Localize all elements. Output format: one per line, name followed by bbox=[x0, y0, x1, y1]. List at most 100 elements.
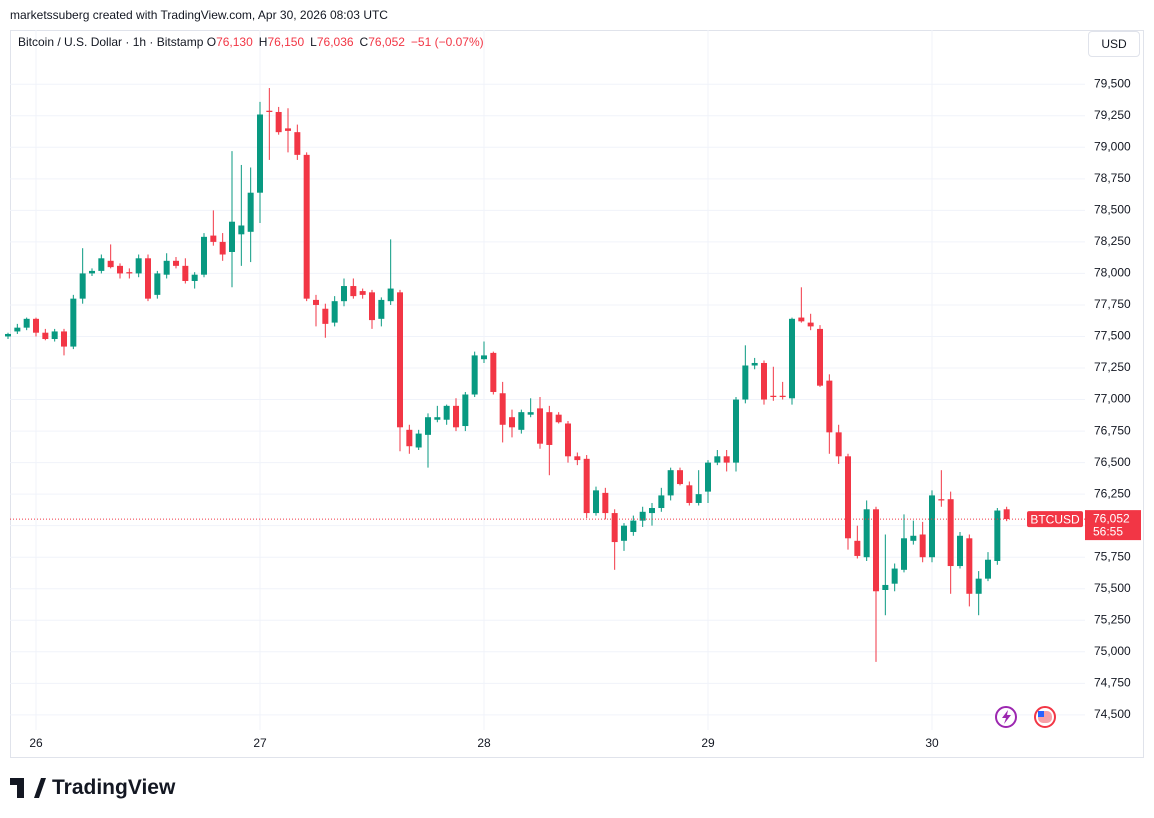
candle-body bbox=[238, 225, 245, 235]
candle-body bbox=[509, 417, 515, 428]
flag-icon-canton bbox=[1038, 711, 1044, 717]
candle-body bbox=[303, 154, 310, 299]
candle-body bbox=[751, 362, 758, 366]
candle-body bbox=[70, 298, 77, 347]
y-tick-label: 74,500 bbox=[1094, 707, 1131, 721]
ohlc-key: L bbox=[310, 35, 317, 49]
y-tick-label: 76,500 bbox=[1094, 455, 1131, 469]
candle-body bbox=[285, 128, 291, 131]
y-tick-label: 75,500 bbox=[1094, 581, 1131, 595]
candle-body bbox=[14, 327, 21, 332]
candle-body bbox=[779, 395, 786, 398]
candle-body bbox=[583, 458, 590, 514]
event-icons bbox=[995, 706, 1056, 728]
candle-body bbox=[863, 509, 870, 558]
candle-body bbox=[938, 499, 945, 501]
candle-body bbox=[742, 365, 749, 400]
candle-body bbox=[322, 308, 329, 324]
candle-body bbox=[397, 292, 403, 428]
candle-body bbox=[313, 299, 319, 305]
y-tick-label: 74,750 bbox=[1094, 676, 1131, 690]
candle-body bbox=[294, 132, 301, 155]
candle-body bbox=[966, 538, 973, 594]
price-tag bbox=[1085, 510, 1141, 541]
candle-body bbox=[630, 520, 637, 532]
y-tick-label: 79,250 bbox=[1094, 108, 1131, 122]
credit: marketssuberg created with TradingView.c… bbox=[10, 8, 388, 22]
price-tag-countdown: 56:55 bbox=[1093, 524, 1123, 538]
candle-body bbox=[695, 494, 702, 503]
candle-body bbox=[350, 286, 357, 297]
candle-body bbox=[761, 362, 767, 400]
candle-body bbox=[677, 470, 683, 485]
candle-body bbox=[975, 578, 982, 594]
candle-body bbox=[163, 260, 170, 275]
candle-body bbox=[947, 499, 954, 567]
candle-body bbox=[154, 273, 161, 295]
candle-body bbox=[649, 508, 655, 514]
y-tick-label: 79,500 bbox=[1094, 76, 1131, 90]
ohlc-key: O bbox=[206, 35, 217, 49]
y-tick-label: 78,500 bbox=[1094, 203, 1131, 217]
y-tick-label: 76,750 bbox=[1094, 423, 1131, 437]
symbol-tag bbox=[1027, 511, 1083, 528]
symbol-title: Bitcoin / U.S. Dollar · 1h · Bitstamp bbox=[18, 35, 204, 49]
candle-body bbox=[415, 433, 422, 448]
candle-body bbox=[1003, 509, 1010, 520]
y-tick-label: 79,000 bbox=[1094, 139, 1131, 153]
candle-body bbox=[611, 513, 618, 543]
candle-body bbox=[891, 568, 898, 584]
candle-body bbox=[425, 417, 431, 435]
candle-body bbox=[499, 393, 506, 425]
candle-body bbox=[826, 380, 833, 433]
candle-body bbox=[714, 456, 721, 463]
event-icon-bolt bbox=[1002, 710, 1011, 724]
candle-body bbox=[770, 395, 777, 398]
candle-body bbox=[462, 394, 469, 427]
x-tick-label: 29 bbox=[701, 736, 715, 750]
candle-body bbox=[873, 509, 879, 592]
candle-body bbox=[23, 318, 30, 328]
symbol-tag-text: BTCUSD bbox=[1030, 512, 1080, 526]
y-tick-label: 78,000 bbox=[1094, 266, 1131, 280]
y-tick-label: 76,250 bbox=[1094, 486, 1131, 500]
candle-body bbox=[527, 412, 534, 415]
ohlc-value: 76,036 bbox=[316, 35, 354, 49]
change: −51 (−0.07%) bbox=[410, 35, 484, 49]
candle-body bbox=[882, 584, 889, 590]
y-tick-label: 75,000 bbox=[1094, 644, 1131, 658]
candle-body bbox=[387, 288, 394, 302]
candle-body bbox=[686, 485, 693, 503]
candle-body bbox=[854, 540, 861, 556]
candle-body bbox=[957, 535, 963, 567]
logo-shape bbox=[10, 778, 46, 798]
candle-body bbox=[518, 412, 525, 430]
candle-body bbox=[229, 221, 235, 252]
candle-body bbox=[929, 495, 935, 558]
candle-body bbox=[471, 355, 478, 395]
price-tag-price: 76,052 bbox=[1093, 511, 1130, 525]
candle-body bbox=[107, 260, 114, 268]
candle-body bbox=[98, 258, 105, 271]
candle-body bbox=[219, 241, 226, 255]
candle-body bbox=[546, 412, 553, 445]
event-icon bbox=[995, 706, 1017, 728]
candle-body bbox=[61, 331, 67, 347]
candle-body bbox=[266, 110, 273, 112]
candle-body bbox=[453, 405, 459, 428]
ohlc-value: 76,150 bbox=[267, 35, 305, 49]
currency-button[interactable]: USD bbox=[1088, 31, 1140, 57]
x-tick-label: 30 bbox=[925, 736, 939, 750]
candle-body bbox=[593, 490, 599, 514]
candle-body bbox=[341, 286, 347, 302]
candle-body bbox=[210, 235, 217, 242]
candle-body bbox=[173, 260, 179, 266]
candle-body bbox=[555, 414, 562, 423]
candle-body bbox=[565, 423, 571, 457]
candle-body bbox=[798, 317, 805, 322]
candle-body bbox=[667, 470, 674, 496]
candle-body bbox=[89, 270, 95, 274]
candle-body bbox=[145, 258, 151, 299]
